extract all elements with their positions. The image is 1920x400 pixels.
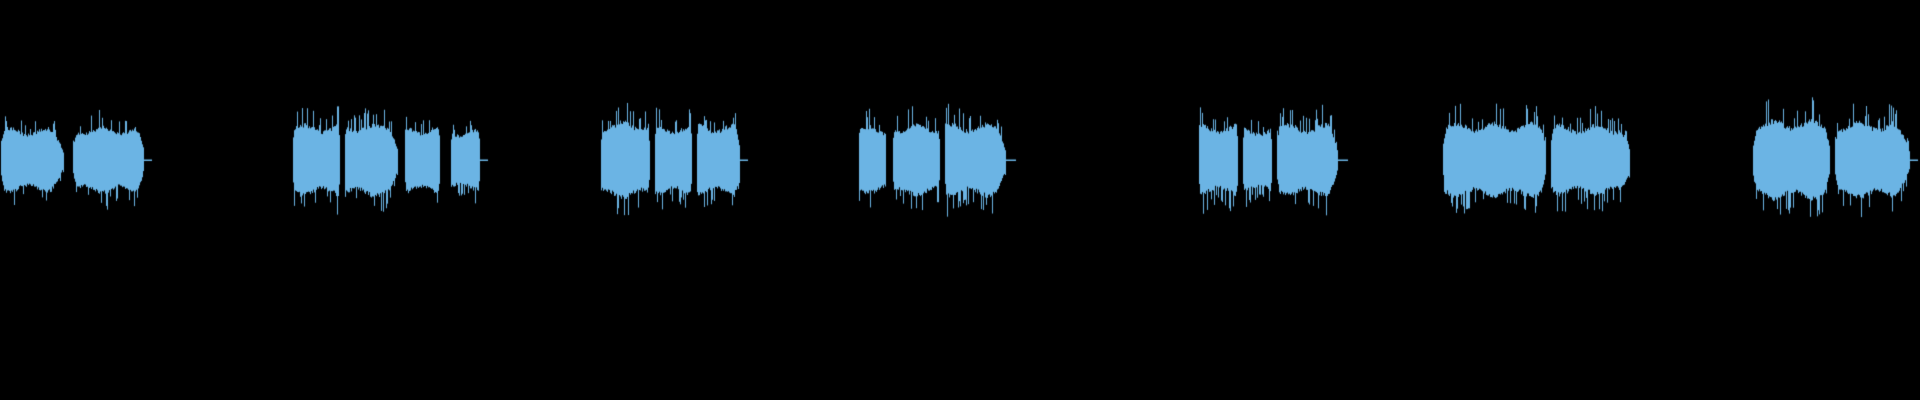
audio-waveform-view[interactable] [0,0,1920,400]
waveform-overlay [0,0,1920,400]
waveform-canvas[interactable] [0,0,1920,400]
